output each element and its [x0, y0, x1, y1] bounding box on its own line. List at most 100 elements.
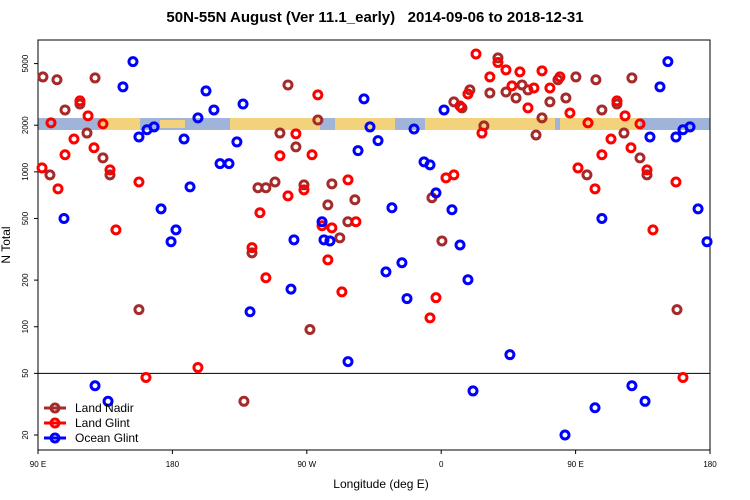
point — [260, 182, 272, 194]
point — [438, 104, 450, 116]
point — [336, 286, 348, 298]
point — [290, 141, 302, 153]
point — [238, 395, 250, 407]
point — [352, 145, 364, 157]
x-tick-label: 180 — [166, 460, 180, 469]
y-tick-label: 20 — [21, 430, 30, 439]
point — [522, 102, 534, 114]
point — [316, 220, 328, 232]
point — [208, 104, 220, 116]
point — [97, 118, 109, 130]
point — [285, 283, 297, 295]
point — [104, 169, 116, 181]
point — [596, 104, 608, 116]
point — [380, 266, 392, 278]
point — [641, 169, 653, 181]
point — [484, 71, 496, 83]
point — [634, 152, 646, 164]
point — [372, 135, 384, 147]
point — [589, 402, 601, 414]
point — [647, 224, 659, 236]
x-tick-label: 180 — [703, 460, 717, 469]
point — [231, 136, 243, 148]
point — [59, 149, 71, 161]
x-tick-label: 0 — [439, 460, 444, 469]
point — [282, 79, 294, 91]
point — [178, 133, 190, 145]
point — [639, 395, 651, 407]
point — [626, 72, 638, 84]
point — [530, 129, 542, 141]
x-axis-label: Longitude (deg E) — [333, 477, 428, 491]
point — [274, 127, 286, 139]
point — [596, 149, 608, 161]
point — [671, 304, 683, 316]
point — [74, 95, 86, 107]
y-tick-label: 200 — [21, 273, 30, 287]
point — [596, 212, 608, 224]
y-tick-label: 500 — [21, 211, 30, 225]
point — [454, 239, 466, 251]
point — [589, 183, 601, 195]
plot-frame — [37, 39, 711, 451]
point — [554, 71, 566, 83]
point — [312, 89, 324, 101]
point — [536, 112, 548, 124]
point — [430, 292, 442, 304]
legend-label: Land Nadir — [75, 401, 134, 415]
point — [436, 235, 448, 247]
point — [155, 203, 167, 215]
point — [282, 190, 294, 202]
point — [510, 92, 522, 104]
point — [127, 56, 139, 68]
point — [170, 224, 182, 236]
point — [611, 95, 623, 107]
x-tick-label: 90 E — [30, 460, 46, 469]
point — [408, 123, 420, 135]
point — [117, 81, 129, 93]
point — [386, 202, 398, 214]
point — [89, 72, 101, 84]
point — [467, 385, 479, 397]
point — [97, 152, 109, 164]
point — [625, 142, 637, 154]
point — [572, 162, 584, 174]
point — [430, 187, 442, 199]
point — [184, 181, 196, 193]
point — [500, 64, 512, 76]
x-tick-label: 90 E — [567, 460, 583, 469]
point — [692, 203, 704, 215]
point — [45, 117, 57, 129]
point — [605, 133, 617, 145]
point — [274, 150, 286, 162]
point — [326, 178, 338, 190]
legend-label: Ocean Glint — [75, 431, 139, 445]
point — [82, 110, 94, 122]
point — [462, 88, 474, 100]
point — [88, 142, 100, 154]
point — [288, 234, 300, 246]
point — [36, 162, 48, 174]
point — [298, 184, 310, 196]
point — [44, 169, 56, 181]
point — [246, 247, 258, 259]
point — [618, 127, 630, 139]
point — [662, 56, 674, 68]
point — [349, 194, 361, 206]
x-tick-label: 90 W — [297, 460, 316, 469]
point — [564, 107, 576, 119]
point — [364, 121, 376, 133]
point — [528, 82, 540, 94]
point — [334, 232, 346, 244]
point — [476, 127, 488, 139]
point — [500, 86, 512, 98]
point — [254, 207, 266, 219]
point — [312, 114, 324, 126]
point — [140, 372, 152, 384]
point — [322, 254, 334, 266]
point — [318, 234, 330, 246]
legend-marker — [49, 432, 61, 444]
point — [401, 293, 413, 305]
point — [582, 117, 594, 129]
